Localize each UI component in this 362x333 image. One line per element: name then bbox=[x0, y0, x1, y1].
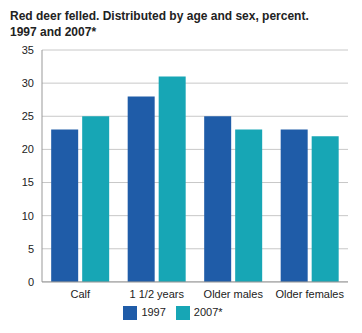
svg-text:0: 0 bbox=[28, 276, 34, 288]
svg-text:10: 10 bbox=[22, 210, 34, 222]
svg-text:15: 15 bbox=[22, 176, 34, 188]
svg-text:Older females: Older females bbox=[276, 288, 345, 300]
svg-text:1 1/2 years: 1 1/2 years bbox=[130, 288, 185, 300]
svg-text:30: 30 bbox=[22, 77, 34, 89]
svg-text:25: 25 bbox=[22, 110, 34, 122]
svg-text:5: 5 bbox=[28, 243, 34, 255]
svg-text:Calf: Calf bbox=[70, 288, 91, 300]
html-text:1997: 1997 bbox=[141, 305, 166, 318]
svg-text:35: 35 bbox=[22, 44, 34, 56]
html-text:Red deer felled. Distributed b: Red deer felled. Distributed by age and … bbox=[10, 9, 309, 39]
svg-text:20: 20 bbox=[22, 143, 34, 155]
svg-text:Older males: Older males bbox=[204, 288, 264, 300]
html-text:2007*: 2007* bbox=[193, 305, 223, 318]
